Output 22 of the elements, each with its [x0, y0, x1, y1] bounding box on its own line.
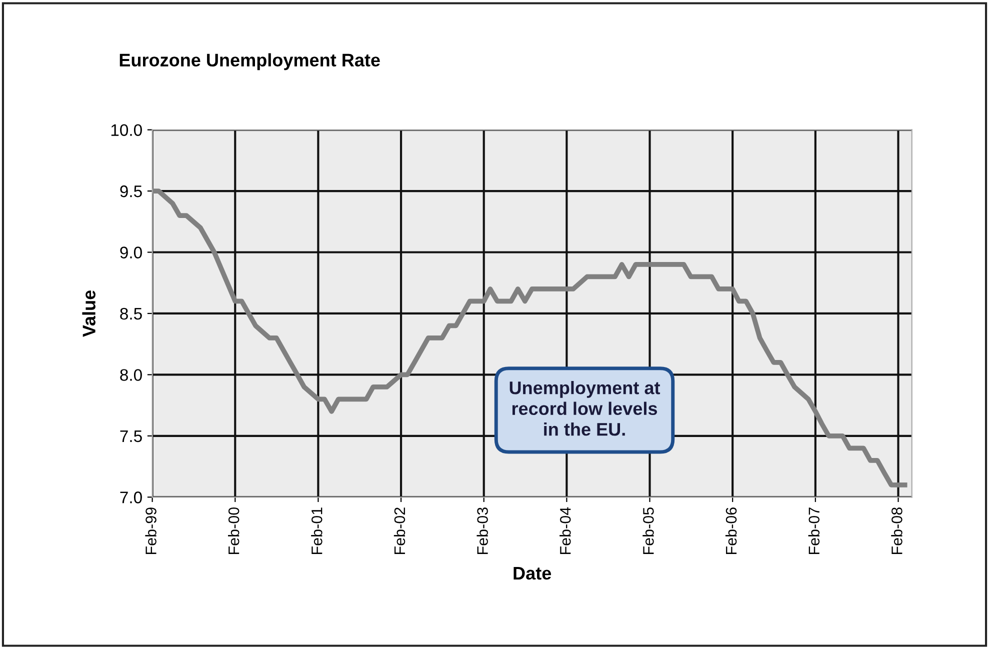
- x-tick-label: Feb-07: [808, 508, 820, 554]
- line-series: [152, 188, 908, 488]
- y-tick-label: 9.5: [120, 185, 142, 198]
- y-tick-label: 7.0: [120, 492, 142, 504]
- x-tick-label: Feb-03: [476, 508, 488, 554]
- x-axis-title: Date: [514, 567, 552, 580]
- x-tick-label: Feb-01: [311, 508, 322, 554]
- y-tick-label: 10.0: [111, 124, 142, 136]
- x-tick-label: Feb-00: [228, 507, 240, 554]
- x-tick-label: Feb-05: [642, 507, 654, 554]
- x-tick-label: Feb-99: [145, 508, 156, 554]
- y-tick-label: 8.0: [120, 369, 142, 381]
- y-axis-title: Value: [82, 290, 96, 337]
- x-tick-label: Feb-02: [394, 508, 406, 554]
- y-tick-label: 9.0: [120, 246, 142, 258]
- x-tick-label: Feb-04: [560, 507, 571, 554]
- y-tick-label: 7.5: [120, 430, 142, 442]
- x-tick-label: Feb-08: [891, 508, 902, 554]
- x-tick-label: Feb-06: [725, 508, 737, 554]
- annotation: Unemployment at record low levels in the EU.: [510, 380, 660, 436]
- chart-title: Eurozone Unemployment Rate: [120, 53, 380, 70]
- y-tick-label: 8.5: [120, 308, 142, 320]
